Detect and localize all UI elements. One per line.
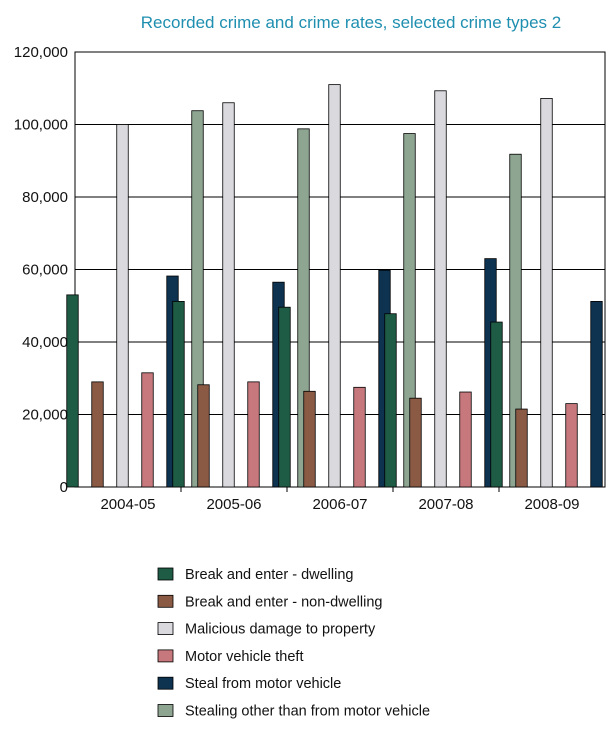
bar xyxy=(197,384,210,488)
bar xyxy=(222,102,235,488)
bar xyxy=(303,390,316,488)
bar xyxy=(91,381,104,488)
legend-swatch xyxy=(157,567,174,581)
x-tick-label: 2008-09 xyxy=(524,496,579,513)
legend-swatch xyxy=(157,594,174,608)
bar xyxy=(515,408,528,488)
bar xyxy=(590,300,603,488)
y-tick-label: 0 xyxy=(60,479,68,496)
y-tick-label: 40,000 xyxy=(22,334,68,351)
legend-swatch xyxy=(157,622,174,635)
x-tick-label: 2005-06 xyxy=(206,496,261,513)
legend-label: Break and enter - non-dwelling xyxy=(185,594,382,610)
bar xyxy=(247,381,260,488)
x-tick-label: 2007-08 xyxy=(418,496,473,513)
legend-label: Stealing other than from motor vehicle xyxy=(185,704,430,720)
bar xyxy=(459,391,472,488)
legend-swatch xyxy=(157,704,174,717)
bar xyxy=(141,372,154,488)
bar xyxy=(490,321,503,488)
legend-label: Malicious damage to property xyxy=(185,622,376,638)
legend-swatch xyxy=(157,676,174,690)
bar xyxy=(434,90,447,488)
bar xyxy=(66,294,79,488)
legend-label: Steal from motor vehicle xyxy=(185,676,341,692)
bar xyxy=(540,98,553,488)
x-tick-label: 2006-07 xyxy=(312,496,367,513)
chart-title: Recorded crime and crime rates, selected… xyxy=(141,13,561,32)
bar xyxy=(172,300,185,488)
y-tick-label: 60,000 xyxy=(22,262,68,279)
y-tick-label: 120,000 xyxy=(14,44,68,61)
y-tick-label: 80,000 xyxy=(22,189,68,206)
bar xyxy=(409,397,422,488)
legend-label: Break and enter - dwelling xyxy=(185,567,353,583)
y-tick-label: 100,000 xyxy=(14,117,68,134)
axes: 0 20,000 40,000 60,000 80,000 100,000 120,000 2… xyxy=(14,44,580,513)
bar xyxy=(353,386,366,488)
x-tick-label: 2004-05 xyxy=(100,496,155,513)
legend-swatch xyxy=(157,649,174,663)
legend-label: Motor vehicle theft xyxy=(185,649,303,665)
bars xyxy=(66,84,603,488)
bar xyxy=(278,306,291,488)
bar xyxy=(565,403,578,488)
bar xyxy=(328,84,341,488)
bar xyxy=(384,313,397,488)
legend: Break and enter - dwelling Break and ente… xyxy=(157,567,430,720)
bar xyxy=(116,124,129,488)
y-tick-label: 20,000 xyxy=(22,407,68,424)
